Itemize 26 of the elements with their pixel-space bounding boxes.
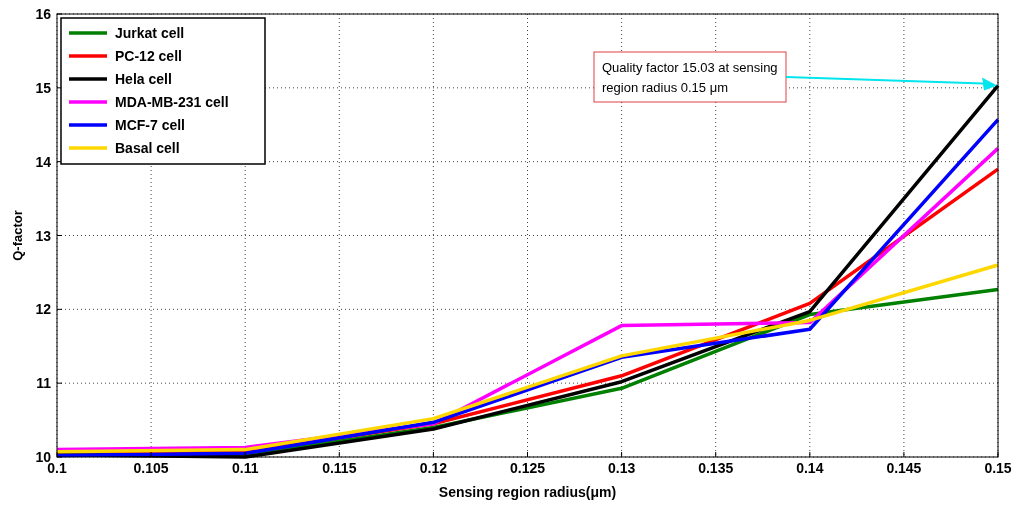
legend-label: MDA-MB-231 cell — [115, 94, 229, 110]
y-tick-label: 15 — [35, 79, 52, 96]
x-tick-label: 0.115 — [322, 460, 357, 476]
legend-label: PC-12 cell — [115, 48, 182, 64]
y-tick-label: 13 — [35, 227, 52, 244]
annotation: Quality factor 15.03 at sensing region radius 0.15 μm — [602, 60, 778, 95]
legend-label: Basal cell — [115, 140, 180, 156]
legend-label: Jurkat cell — [115, 25, 185, 41]
x-tick-label: 0.125 — [509, 460, 546, 476]
y-tick-label: 16 — [35, 6, 52, 22]
x-tick-label: 0.12 — [419, 460, 448, 476]
y-tick-label: 10 — [35, 449, 52, 465]
y-tick-label: 14 — [35, 153, 52, 170]
y-tick-label: 12 — [35, 301, 52, 318]
x-tick-label: 0.135 — [698, 460, 734, 476]
x-tick-label: 0.15 — [984, 460, 1012, 476]
y-axis-title: Q-factor — [10, 210, 25, 261]
x-axis-title: Sensing region radius(μm) — [438, 484, 617, 500]
y-tick-label: 11 — [36, 375, 52, 392]
x-tick-label: 0.105 — [133, 460, 169, 476]
legend-label: Hela cell — [115, 71, 172, 87]
x-tick-label: 0.145 — [886, 460, 922, 476]
x-tick-label: 0.11 — [231, 460, 259, 476]
x-tick-label: 0.14 — [796, 460, 824, 476]
legend-label: MCF-7 cell — [115, 117, 186, 133]
x-tick-label: 0.13 — [607, 460, 636, 476]
